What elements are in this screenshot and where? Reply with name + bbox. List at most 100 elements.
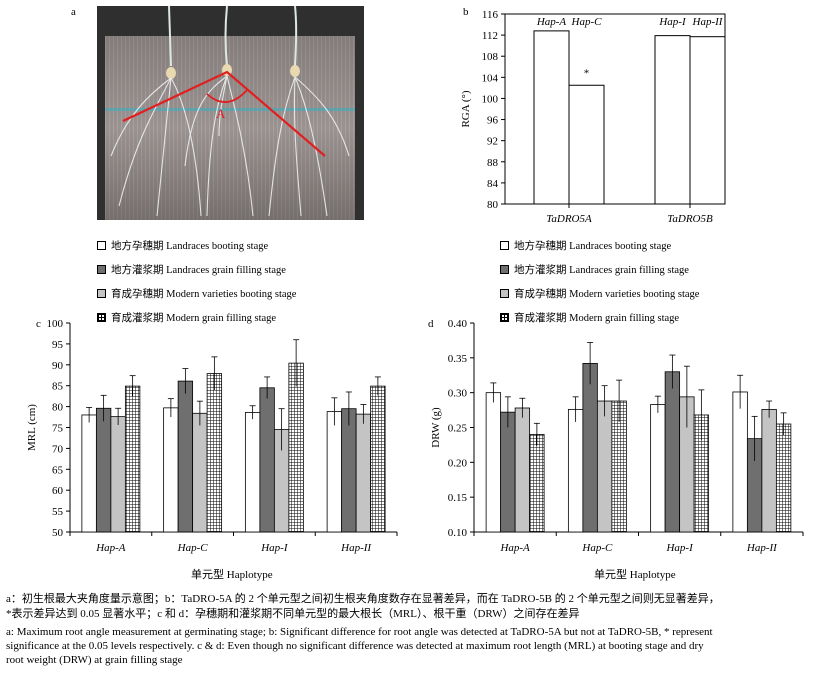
legend-text-en: Landraces grain filling stage bbox=[166, 265, 286, 276]
bar-hap-c-series-3 bbox=[192, 412, 208, 533]
bar-label: Hap-II bbox=[692, 16, 724, 28]
category-label: Hap-C bbox=[177, 542, 209, 554]
y-axis-label: MRL (cm) bbox=[26, 404, 38, 451]
y-tick-label: 96 bbox=[487, 115, 499, 127]
legend-swatch bbox=[97, 313, 106, 322]
caption-en-line-2: significance at the 0.05 levels respecti… bbox=[6, 640, 704, 652]
seed-3 bbox=[290, 65, 300, 77]
bar-hap-i bbox=[654, 35, 691, 205]
bar-hap-ii-series-1 bbox=[732, 391, 748, 533]
bar-hap-ii bbox=[689, 36, 726, 205]
caption-zh-line-2: *表示差异达到 0.05 显著水平；c 和 d：孕穗期和灌浆期不同单元型的最大根… bbox=[6, 608, 580, 620]
root-angle-photo: A bbox=[97, 6, 364, 220]
legend-swatch bbox=[97, 289, 106, 298]
legend-item-modern-filling: 育成灌浆期 Modern grain filling stage bbox=[500, 313, 679, 325]
bar-hap-ii-series-3 bbox=[355, 413, 372, 533]
bar-hap-i-series-2 bbox=[259, 387, 275, 533]
roots bbox=[110, 75, 350, 217]
bar-hap-a-series-1 bbox=[485, 392, 502, 533]
legend-text-en: Landraces grain filling stage bbox=[569, 265, 689, 276]
chart-c-mrl: 50 55 60 65 70 75 80 85 90 95 100 MRL (cm) Hap-A Hap-… bbox=[26, 318, 398, 554]
significance-marker: * bbox=[584, 67, 590, 79]
y-tick-label: 84 bbox=[487, 178, 499, 190]
legend-item-landrace-booting: 地方孕穗期 Landraces booting stage bbox=[500, 241, 671, 253]
y-tick-label: 0.35 bbox=[448, 353, 468, 365]
bar-hap-ii-series-4 bbox=[775, 423, 792, 533]
category-label: Hap-II bbox=[340, 542, 372, 554]
caption-zh-line-1: a：初生根最大夹角度量示意图；b：TaDRO-5A 的 2 个单元型之间初生根夹… bbox=[6, 593, 720, 605]
y-tick-label: 116 bbox=[482, 9, 499, 21]
y-tick-label: 90 bbox=[52, 360, 64, 372]
y-tick-label: 95 bbox=[52, 339, 64, 351]
bar-hap-i-series-2 bbox=[664, 371, 681, 533]
bar-hap-c-series-1 bbox=[567, 408, 584, 533]
legend-item-modern-booting: 育成孕穗期 Modern varieties booting stage bbox=[500, 289, 699, 301]
y-tick-label: 0.20 bbox=[448, 457, 468, 469]
x-axis-title-d: 单元型 Haplotype bbox=[594, 569, 676, 581]
chart-b-root-angle: 80 84 88 92 96 100 104 108 112 116 RGA (°) Hap-A Hap… bbox=[460, 9, 726, 225]
y-tick-label: 104 bbox=[482, 72, 499, 84]
category-label: Hap-A bbox=[499, 542, 530, 554]
category-label: Hap-C bbox=[581, 542, 613, 554]
legend-text-en: Modern varieties booting stage bbox=[166, 289, 297, 300]
y-tick-label: 0.30 bbox=[448, 388, 468, 400]
bar-hap-c-series-3 bbox=[596, 400, 613, 533]
y-axis-label: DRW (g) bbox=[430, 407, 442, 448]
bar-hap-i-series-1 bbox=[244, 412, 261, 533]
y-tick-label: 50 bbox=[52, 527, 64, 539]
bar-label: Hap-I bbox=[658, 16, 687, 28]
caption-en-line-3: root weight (DRW) at grain filling stage bbox=[6, 654, 183, 666]
bar-hap-c-series-2 bbox=[177, 380, 194, 533]
y-tick-label: 108 bbox=[482, 51, 499, 63]
legend-text-zh: 地方灌浆期 bbox=[111, 265, 164, 276]
category-label: Hap-I bbox=[260, 542, 289, 554]
root-angle-arc bbox=[206, 89, 248, 103]
legend-swatch bbox=[500, 289, 509, 298]
panel-label-c: c bbox=[36, 318, 41, 330]
legend-right: 地方孕穗期 Landraces booting stage 地方灌浆期 Land… bbox=[500, 241, 820, 331]
bar-hap-a-series-2 bbox=[500, 411, 516, 533]
y-axis-label: RGA (°) bbox=[460, 90, 472, 127]
y-tick-label: 65 bbox=[52, 464, 64, 476]
legend-swatch bbox=[97, 265, 106, 274]
bar-hap-c-series-2 bbox=[582, 363, 598, 533]
y-tick-label: 60 bbox=[52, 485, 64, 497]
y-tick-label: 80 bbox=[52, 402, 64, 414]
y-tick-label: 75 bbox=[52, 423, 64, 435]
y-tick-label: 80 bbox=[487, 199, 499, 211]
legend-text-zh: 地方孕穗期 bbox=[514, 241, 567, 252]
bar-hap-ii-series-2 bbox=[341, 408, 357, 533]
bar-label: Hap-A bbox=[536, 16, 567, 28]
legend-item-modern-filling: 育成灌浆期 Modern grain filling stage bbox=[97, 313, 276, 325]
root-photo-illustration: A bbox=[97, 6, 364, 220]
angle-label: A bbox=[216, 106, 226, 121]
y-tick-label: 112 bbox=[482, 30, 498, 42]
seed-1 bbox=[166, 67, 176, 79]
bar-hap-a-series-4 bbox=[124, 385, 141, 533]
legend-text-en: Modern grain filling stage bbox=[166, 313, 277, 324]
category-label: Hap-II bbox=[746, 542, 778, 554]
bar-hap-c-series-4 bbox=[206, 373, 223, 533]
bar-label: Hap-C bbox=[571, 16, 603, 28]
legend-text-zh: 育成孕穗期 bbox=[514, 289, 567, 300]
panel-label-b: b bbox=[463, 6, 469, 18]
legend-left: 地方孕穗期 Landraces booting stage 地方灌浆期 Land… bbox=[97, 241, 417, 331]
legend-text-zh: 地方孕穗期 bbox=[111, 241, 164, 252]
bar-hap-a-series-3 bbox=[514, 407, 531, 533]
root-angle-lines bbox=[122, 70, 326, 157]
bar-hap-a-series-2 bbox=[95, 407, 112, 533]
reference-line bbox=[105, 108, 355, 111]
legend-swatch bbox=[500, 241, 509, 250]
bar-hap-ii-series-1 bbox=[326, 411, 343, 533]
bar-hap-i-series-1 bbox=[650, 404, 666, 533]
legend-text-zh: 地方灌浆期 bbox=[514, 265, 567, 276]
bar-hap-c bbox=[568, 84, 605, 205]
caption-en-line-1: a: Maximum root angle measurement at ger… bbox=[6, 626, 713, 638]
y-tick-label: 0.40 bbox=[448, 318, 468, 330]
y-tick-label: 0.10 bbox=[448, 527, 468, 539]
bar-hap-a-series-4 bbox=[529, 434, 545, 533]
panel-label-a: a bbox=[71, 6, 76, 18]
legend-text-zh: 育成灌浆期 bbox=[514, 313, 567, 324]
x-axis-title-c: 单元型 Haplotype bbox=[191, 569, 273, 581]
y-tick-label: 55 bbox=[52, 506, 64, 518]
